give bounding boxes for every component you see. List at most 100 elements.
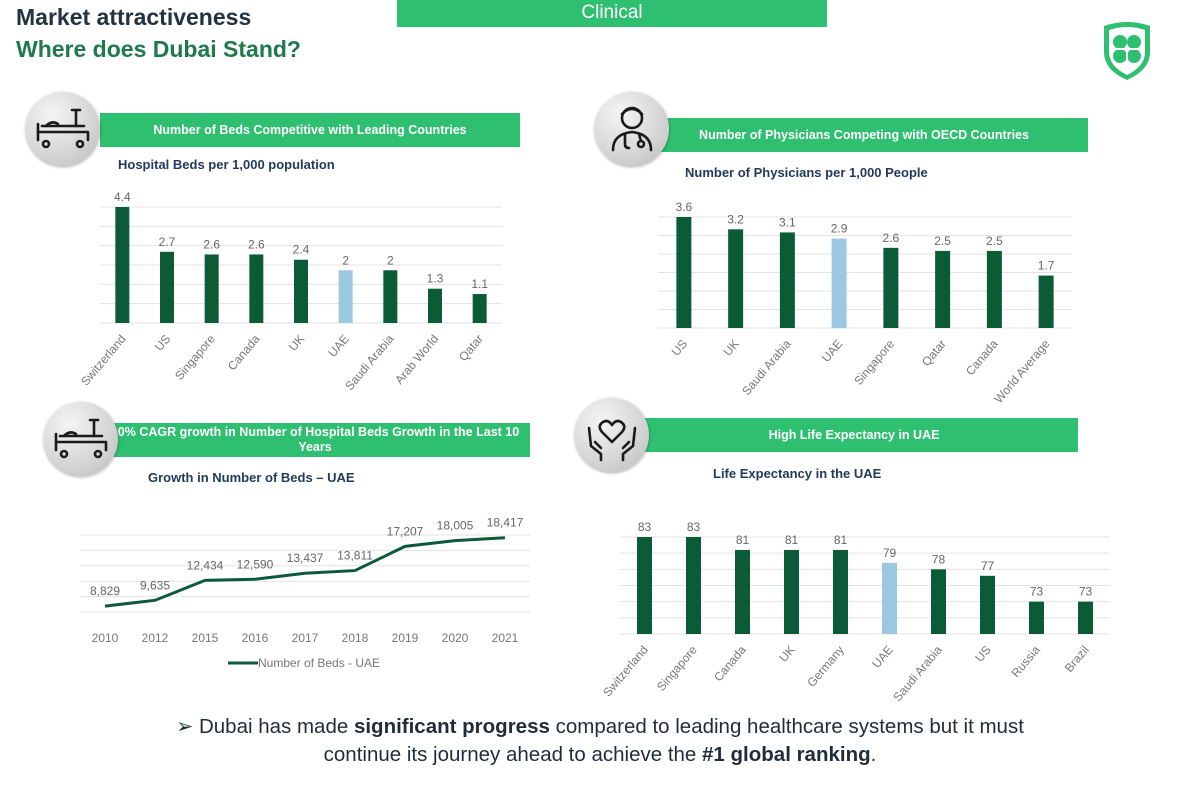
- clover-shield-logo: [1104, 22, 1150, 80]
- data-label: 9,635: [140, 578, 170, 592]
- tick-label: Singapore: [654, 643, 700, 694]
- bar-switzerland: [637, 537, 652, 634]
- tick-label: 2012: [142, 631, 169, 645]
- data-label: 2.6: [203, 237, 220, 251]
- summary-line2-post: .: [870, 743, 877, 766]
- bar-arab-world: [428, 288, 442, 323]
- series-line: [104, 536, 506, 608]
- bar-uk: [728, 229, 744, 328]
- tick-label: Singapore: [851, 337, 897, 388]
- data-label: 3.6: [676, 200, 693, 214]
- bar-uae: [831, 238, 847, 328]
- bar-canada: [735, 549, 750, 634]
- data-label: 83: [687, 520, 701, 534]
- bar-saudi-arabia: [779, 232, 795, 328]
- bar-switzerland: [115, 207, 130, 323]
- data-label: 17,207: [387, 524, 424, 538]
- page-title: Market attractiveness: [16, 4, 252, 30]
- tick-label: US: [669, 337, 690, 359]
- tick-label: 2019: [392, 631, 419, 645]
- bar-qatar: [472, 294, 487, 323]
- tick-label: Arab World: [392, 332, 441, 387]
- data-label: 3.1: [779, 215, 796, 229]
- data-label: 18,417: [487, 516, 524, 530]
- data-label: 2.9: [831, 222, 848, 236]
- data-label: 2: [342, 253, 349, 267]
- tick-label: UAE: [869, 643, 896, 671]
- data-label: 1.1: [471, 277, 488, 291]
- data-label: 73: [1079, 585, 1093, 599]
- data-label: 2.6: [248, 237, 265, 251]
- data-label: 2.7: [159, 235, 176, 249]
- summary-line1-bold: significant progress: [353, 715, 550, 738]
- bar-brazil: [1078, 601, 1093, 634]
- bar-canada: [986, 250, 1002, 328]
- life-subtitle: Life Expectancy in the UAE: [713, 466, 882, 481]
- life-chart: 83 Switzerland 83 Singapore 81 Canada 81 UK 81 Ge…: [600, 520, 1110, 704]
- tick-label: Singapore: [172, 332, 218, 383]
- bar-us: [160, 251, 174, 323]
- bar-uae: [882, 562, 897, 634]
- tick-label: UAE: [819, 337, 846, 365]
- bar-saudi-arabia: [931, 569, 946, 634]
- tick-label: 2020: [442, 631, 469, 645]
- data-label: 81: [736, 533, 750, 547]
- data-label: 2.5: [934, 234, 951, 248]
- hospital-bed-icon-2: [44, 402, 118, 476]
- bar-canada: [249, 254, 264, 323]
- data-label: 4.4: [114, 190, 131, 204]
- tick-label: Brazil: [1062, 643, 1092, 675]
- bar-singapore: [883, 247, 899, 328]
- data-label: 18,005: [437, 519, 474, 533]
- data-label: 77: [981, 559, 995, 573]
- tick-label: Canada: [963, 337, 1001, 378]
- growth-subtitle: Growth in Number of Beds – UAE: [148, 470, 355, 485]
- tick-label: Germany: [804, 643, 846, 690]
- tick-label: 2021: [492, 631, 519, 645]
- growth-chart: 8,829 2010 9,635 2012 12,434 2015 12,590 2016 13…: [80, 516, 530, 670]
- data-label: 79: [883, 546, 897, 560]
- tick-label: World Average: [991, 337, 1052, 406]
- bar-uae: [338, 270, 353, 323]
- physicians-chart: 3.6 US 3.2 UK 3.1 Saudi Arabia 2.9 UAE 2.6 Singap…: [658, 200, 1072, 406]
- hospital-bed-icon: [26, 92, 100, 166]
- bar-singapore: [204, 254, 219, 323]
- data-label: 8,829: [90, 584, 120, 598]
- doctor-icon: [595, 92, 669, 166]
- data-label: 1.3: [427, 272, 444, 286]
- bar-russia: [1029, 601, 1044, 634]
- bar-uk: [784, 549, 799, 634]
- data-label: 2.4: [293, 243, 310, 257]
- tick-label: US: [152, 332, 173, 354]
- data-label: 78: [932, 552, 946, 566]
- tick-label: Russia: [1008, 643, 1043, 680]
- data-label: 81: [834, 533, 848, 547]
- bar-singapore: [686, 537, 701, 634]
- tick-label: Switzerland: [600, 643, 651, 700]
- tab-clinical[interactable]: Clinical: [397, 0, 827, 27]
- tick-label: 2017: [292, 631, 319, 645]
- data-label: 2.6: [883, 231, 900, 245]
- beds-banner: Number of Beds Competitive with Leading …: [100, 113, 520, 147]
- bar-us: [980, 575, 995, 634]
- data-label: 13,811: [337, 549, 373, 563]
- tick-label: 2016: [242, 631, 269, 645]
- tick-label: US: [972, 643, 993, 665]
- tick-label: Canada: [225, 332, 263, 373]
- data-label: 73: [1030, 585, 1044, 599]
- tick-label: 2015: [192, 631, 219, 645]
- tick-label: Qatar: [456, 332, 486, 364]
- tick-label: 2010: [92, 631, 119, 645]
- legend-label: Number of Beds - UAE: [258, 656, 380, 670]
- bar-uk: [294, 259, 308, 323]
- beds-subtitle: Hospital Beds per 1,000 population: [118, 157, 335, 172]
- tick-label: Qatar: [919, 337, 949, 369]
- data-label: 81: [785, 533, 799, 547]
- physicians-subtitle: Number of Physicians per 1,000 People: [685, 165, 928, 180]
- data-label: 2.5: [986, 234, 1003, 248]
- data-label: 3.2: [727, 212, 744, 226]
- growth-banner: 10% CAGR growth in Number of Hospital Be…: [100, 423, 530, 457]
- bar-us: [676, 217, 692, 328]
- summary-text: ➢ Dubai has made significant progress co…: [0, 713, 1200, 769]
- data-label: 12,590: [237, 557, 274, 571]
